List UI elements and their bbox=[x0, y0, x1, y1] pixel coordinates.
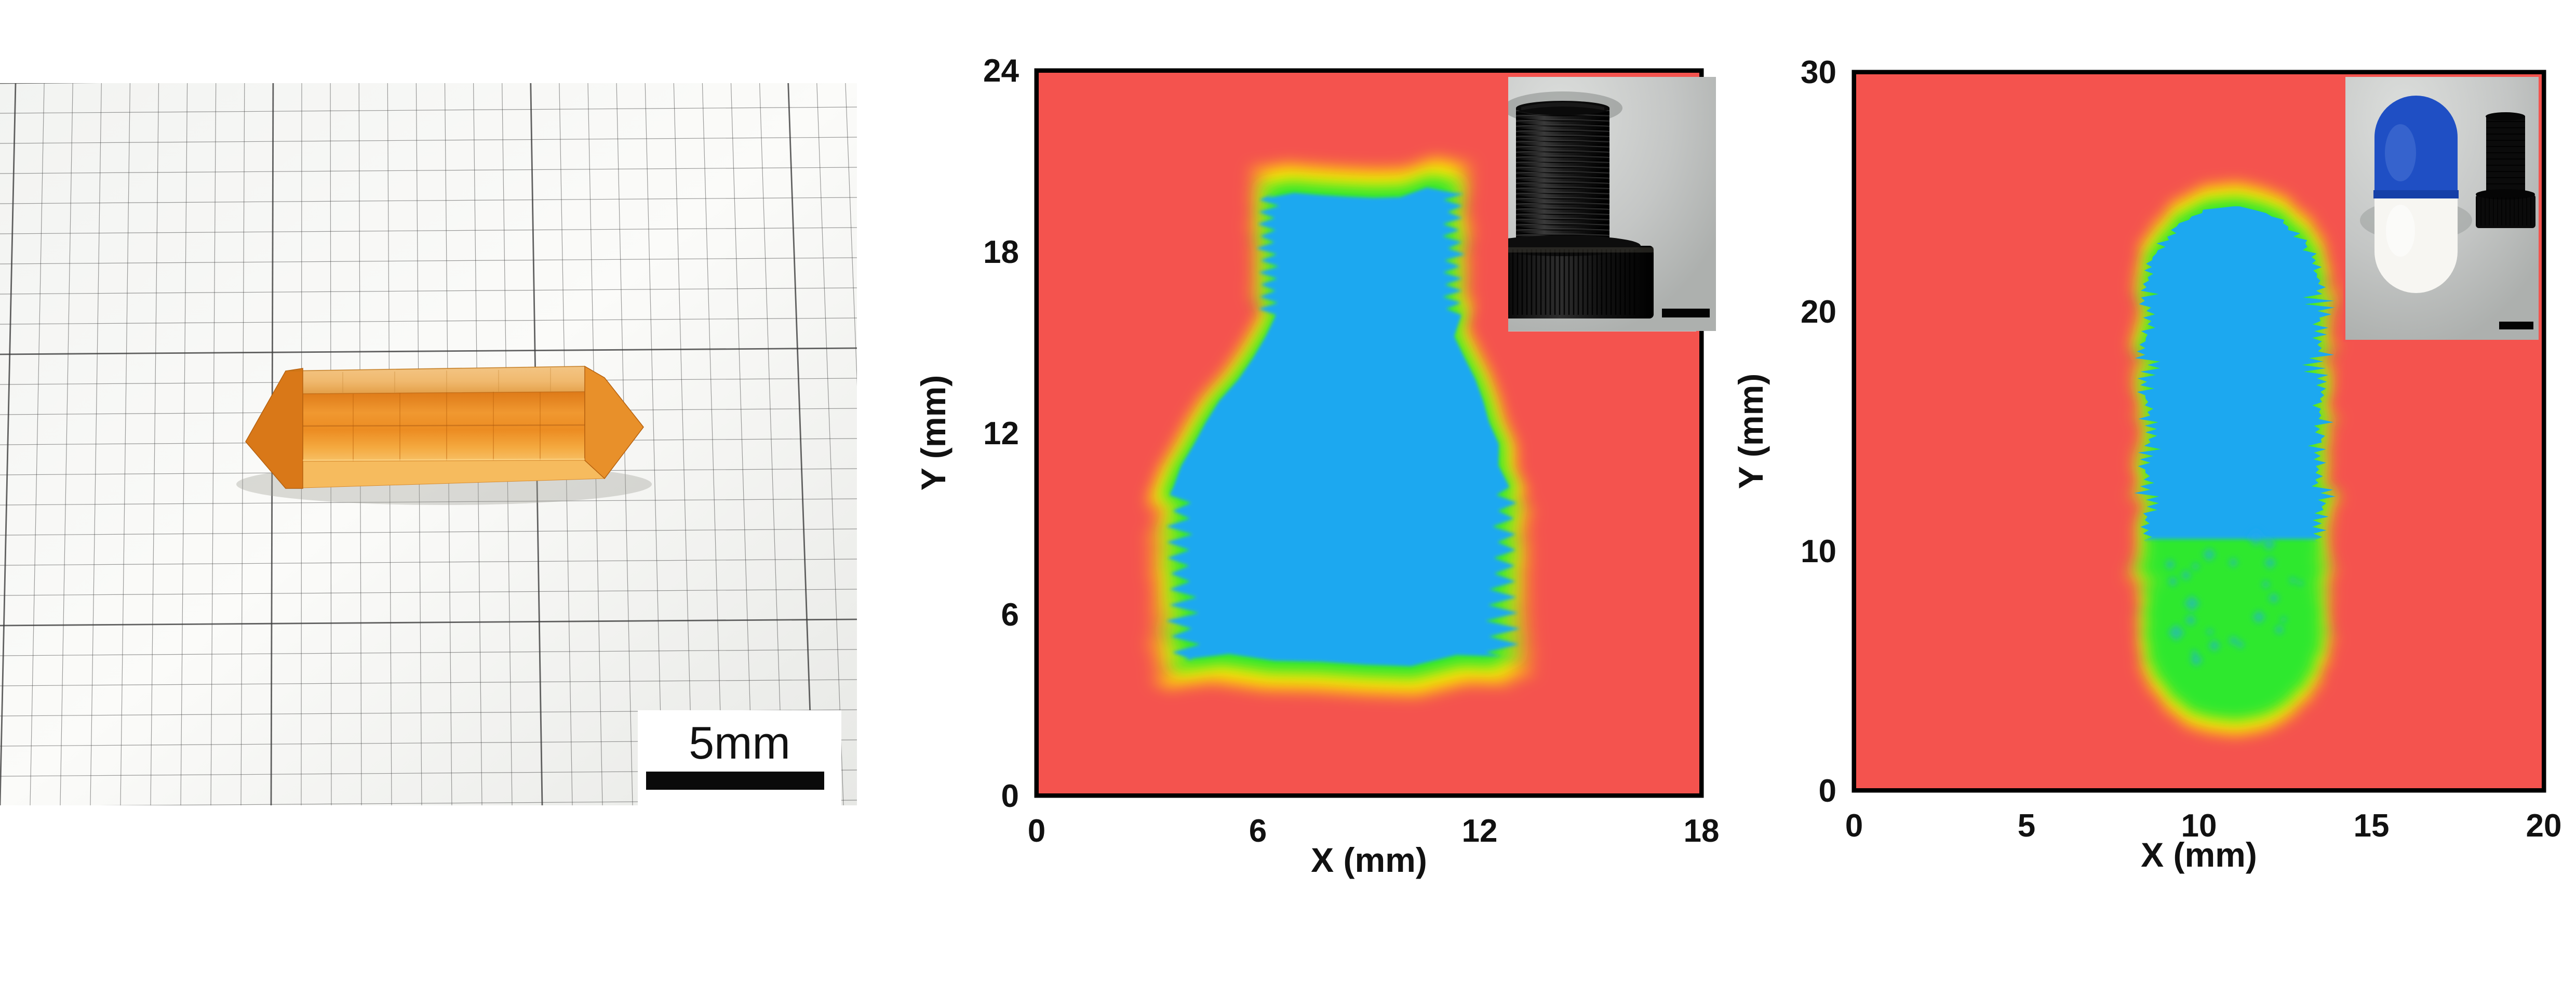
svg-text:0: 0 bbox=[1001, 778, 1019, 814]
svg-text:10: 10 bbox=[1801, 534, 1836, 569]
svg-text:6: 6 bbox=[1249, 813, 1267, 849]
svg-text:20: 20 bbox=[2526, 808, 2562, 844]
svg-text:30: 30 bbox=[1801, 55, 1836, 90]
svg-text:0: 0 bbox=[1028, 813, 1045, 849]
svg-text:5: 5 bbox=[2018, 808, 2035, 844]
svg-text:X (mm): X (mm) bbox=[1311, 841, 1427, 879]
svg-text:Y (mm): Y (mm) bbox=[914, 375, 952, 491]
svg-text:5mm: 5mm bbox=[689, 717, 790, 768]
svg-text:12: 12 bbox=[983, 416, 1019, 452]
svg-text:15: 15 bbox=[2354, 808, 2390, 844]
svg-text:6: 6 bbox=[1001, 597, 1019, 633]
svg-text:Y (mm): Y (mm) bbox=[1732, 374, 1770, 489]
svg-text:20: 20 bbox=[1801, 294, 1836, 330]
svg-text:18: 18 bbox=[983, 234, 1019, 270]
svg-text:12: 12 bbox=[1462, 813, 1498, 849]
svg-text:X (mm): X (mm) bbox=[2141, 835, 2257, 874]
svg-text:18: 18 bbox=[1684, 813, 1720, 849]
svg-text:0: 0 bbox=[1819, 773, 1836, 809]
svg-text:24: 24 bbox=[983, 53, 1019, 89]
svg-text:0: 0 bbox=[1845, 808, 1863, 844]
